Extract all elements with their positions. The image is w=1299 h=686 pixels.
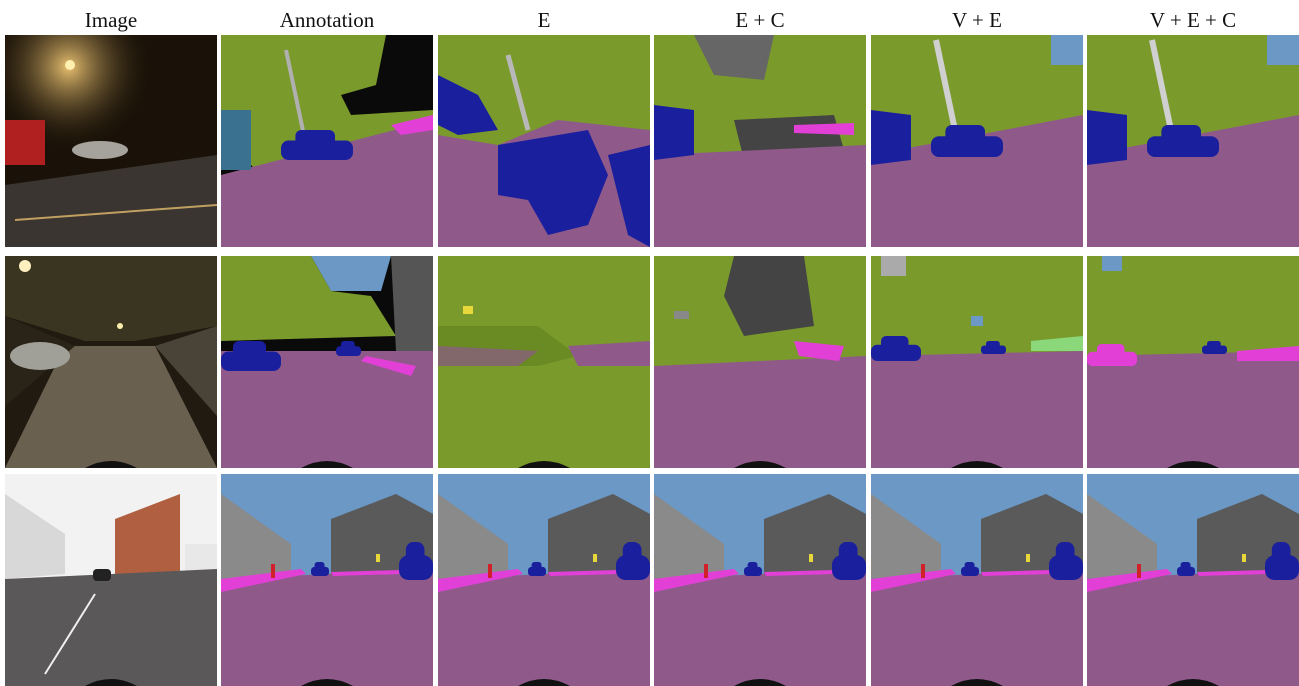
row-2-v-e-c-prediction xyxy=(1087,256,1299,468)
row-2-photo xyxy=(5,256,217,468)
row-1-v-e-prediction xyxy=(871,35,1083,247)
column-header-image: Image xyxy=(84,8,138,32)
row-3-e-prediction xyxy=(438,474,650,686)
row-3-e-c-prediction xyxy=(654,474,866,686)
column-header-v-e-c: V + E + C xyxy=(1149,8,1237,32)
row-3-photo xyxy=(5,474,217,686)
row-3-v-e-prediction xyxy=(871,474,1083,686)
row-2-annotation xyxy=(221,256,433,468)
column-header-annotation: Annotation xyxy=(279,8,375,32)
row-2-v-e-prediction xyxy=(871,256,1083,468)
row-1-annotation xyxy=(221,35,433,247)
column-header-v-e: V + E xyxy=(952,8,1002,32)
row-1-e-c-prediction xyxy=(654,35,866,247)
row-2-e-prediction xyxy=(438,256,650,468)
row-1-v-e-c-prediction xyxy=(1087,35,1299,247)
row-3-v-e-c-prediction xyxy=(1087,474,1299,686)
row-1-photo xyxy=(5,35,217,247)
row-1-e-prediction xyxy=(438,35,650,247)
row-3-annotation xyxy=(221,474,433,686)
column-header-e: E xyxy=(537,8,551,32)
row-2-e-c-prediction xyxy=(654,256,866,468)
column-header-e-c: E + C xyxy=(735,8,785,32)
